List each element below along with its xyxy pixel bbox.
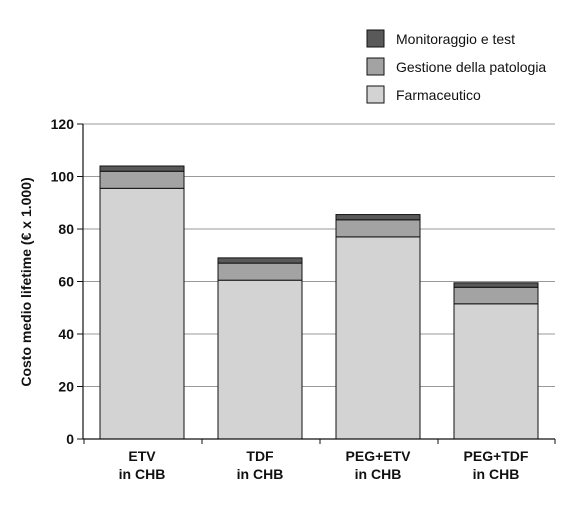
- legend-label: Gestione della patologia: [396, 59, 546, 75]
- y-tick-label: 20: [58, 379, 74, 395]
- bar-segment-gestione-della-patologia: [335, 219, 421, 238]
- x-category-label: PEG+ETV: [346, 448, 412, 464]
- bar-segment-monitoraggio-e-test: [217, 257, 303, 264]
- x-category-label: in CHB: [473, 466, 520, 482]
- y-tick-label: 120: [51, 116, 75, 132]
- x-category-label: in CHB: [355, 466, 402, 482]
- bar-segment-gestione-della-patologia: [453, 286, 539, 305]
- y-tick-label: 80: [58, 221, 74, 237]
- y-axis-label: Costo medio lifetime (€ x 1.000): [18, 177, 34, 386]
- x-category-label: PEG+TDF: [464, 448, 529, 464]
- x-category-label: in CHB: [119, 466, 166, 482]
- legend-label: Farmaceutico: [396, 87, 481, 103]
- bar-segment-monitoraggio-e-test: [453, 282, 539, 288]
- x-category-label: TDF: [246, 448, 274, 464]
- bar-segment-farmaceutico: [217, 279, 303, 440]
- bar-segment-gestione-della-patologia: [99, 170, 185, 189]
- y-tick-label: 0: [66, 431, 74, 447]
- legend-label: Monitoraggio e test: [396, 31, 515, 47]
- y-tick-label: 40: [58, 326, 74, 342]
- bar-segment-gestione-della-patologia: [217, 262, 303, 281]
- bar-segment-farmaceutico: [335, 236, 421, 440]
- bar-segment-monitoraggio-e-test: [99, 165, 185, 172]
- y-tick-labels: 0 20 40 60 80 100 120: [51, 116, 75, 447]
- bars: [99, 165, 539, 440]
- y-tick-label: 100: [51, 169, 75, 185]
- x-category-label: ETV: [128, 448, 156, 464]
- x-category-label: in CHB: [237, 466, 284, 482]
- legend-swatch: [366, 85, 385, 104]
- bar-segment-farmaceutico: [453, 303, 539, 440]
- y-tick-label: 60: [58, 274, 74, 290]
- legend-swatch: [366, 29, 385, 48]
- legend-swatch: [366, 57, 385, 76]
- bar-segment-monitoraggio-e-test: [335, 214, 421, 221]
- bar-segment-farmaceutico: [99, 187, 185, 440]
- x-category-labels: ETV in CHB TDF in CHB PEG+ETV in CHB PEG+TDF in…: [119, 448, 529, 482]
- legend: Monitoraggio e test Gestione della patolo…: [366, 29, 546, 104]
- axes: [77, 123, 556, 444]
